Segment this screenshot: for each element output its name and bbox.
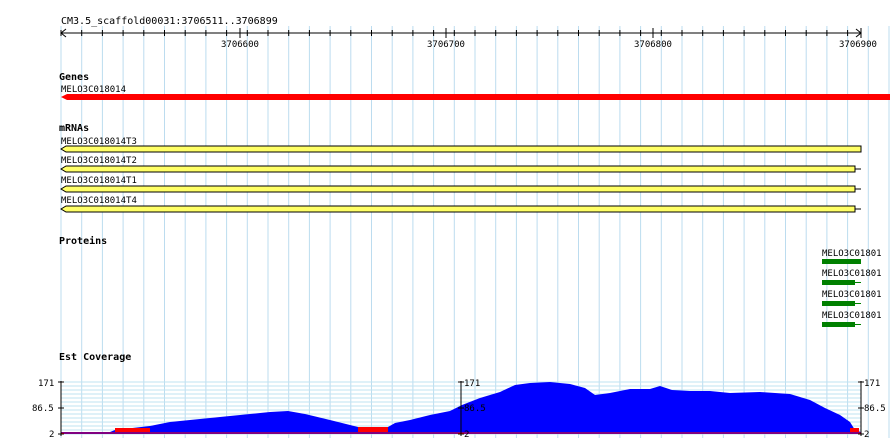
genes-track-title: Genes (59, 72, 89, 83)
protein-label: MELO3C01801 (822, 269, 882, 279)
protein-feature[interactable] (822, 322, 861, 327)
region-label: CM3.5_scaffold00031:3706511..3706899 (61, 16, 278, 27)
mrna-label: MELO3C018014T3 (61, 137, 137, 147)
ruler: 3706600 3706700 3706800 3706900 (60, 28, 877, 50)
coverage-min-label: 2 (864, 430, 869, 438)
ruler-tick-label: 3706900 (839, 40, 877, 50)
coverage-mid-label: 86.5 (32, 404, 54, 414)
coverage-min-label: 2 (49, 430, 54, 438)
coverage-mid-label: 86.5 (464, 404, 486, 414)
protein-feature[interactable] (822, 301, 861, 306)
coverage-min-label: 2 (464, 430, 469, 438)
coverage-max-label: 171 (464, 379, 480, 389)
protein-label: MELO3C01801 (822, 290, 882, 300)
coverage-track-title: Est Coverage (59, 352, 131, 363)
ruler-tick-label: 3706600 (221, 40, 259, 50)
protein-feature[interactable] (822, 280, 861, 285)
coverage-scale-right: 171 86.5 2 (858, 379, 886, 438)
mrnas-track-title: mRNAs (59, 123, 89, 134)
mrna-label: MELO3C018014T1 (61, 176, 137, 186)
mrna-feature[interactable] (60, 185, 861, 193)
protein-feature[interactable] (822, 259, 861, 264)
protein-label: MELO3C01801 (822, 249, 882, 259)
coverage-mid-label: 86.5 (864, 404, 886, 414)
mrna-label: MELO3C018014T2 (61, 156, 137, 166)
coverage-max-label: 171 (864, 379, 880, 389)
protein-label: MELO3C01801 (822, 311, 882, 321)
coverage-scale-left: 171 86.5 2 (32, 379, 64, 438)
gene-feature[interactable] (61, 94, 890, 100)
ruler-tick-label: 3706800 (634, 40, 672, 50)
mrna-feature[interactable] (60, 145, 862, 153)
proteins-track-title: Proteins (59, 235, 107, 247)
ruler-tick-label: 3706700 (427, 40, 465, 50)
coverage-scale-middle: 171 86.5 2 (458, 379, 486, 438)
mrna-feature[interactable] (60, 205, 861, 213)
gene-label: MELO3C018014 (61, 85, 126, 95)
mrna-label: MELO3C018014T4 (61, 196, 137, 206)
coverage-max-label: 171 (38, 379, 54, 389)
mrna-feature[interactable] (60, 165, 861, 173)
grid-lines (60, 26, 890, 438)
